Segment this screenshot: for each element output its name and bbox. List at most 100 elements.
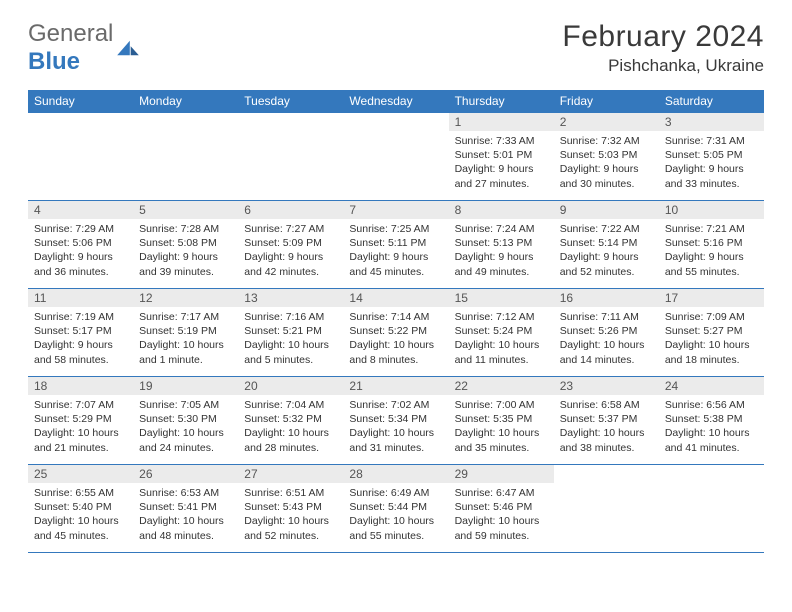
day-number: 29 [449, 465, 554, 483]
day-number: 22 [449, 377, 554, 395]
day-line-day1: Daylight: 9 hours [455, 162, 548, 176]
weekday-header: Tuesday [238, 90, 343, 113]
day-line-sunrise: Sunrise: 7:24 AM [455, 222, 548, 236]
day-number: 15 [449, 289, 554, 307]
day-details: Sunrise: 7:11 AMSunset: 5:26 PMDaylight:… [554, 307, 659, 371]
day-details: Sunrise: 7:07 AMSunset: 5:29 PMDaylight:… [28, 395, 133, 459]
calendar-day-cell [659, 465, 764, 553]
day-line-sunset: Sunset: 5:24 PM [455, 324, 548, 338]
day-line-day2: and 52 minutes. [244, 529, 337, 543]
day-details: Sunrise: 7:24 AMSunset: 5:13 PMDaylight:… [449, 219, 554, 283]
day-details: Sunrise: 6:55 AMSunset: 5:40 PMDaylight:… [28, 483, 133, 547]
day-line-day2: and 14 minutes. [560, 353, 653, 367]
day-line-sunrise: Sunrise: 6:58 AM [560, 398, 653, 412]
calendar-day-cell: 1Sunrise: 7:33 AMSunset: 5:01 PMDaylight… [449, 113, 554, 201]
day-line-sunset: Sunset: 5:26 PM [560, 324, 653, 338]
calendar-week-row: 4Sunrise: 7:29 AMSunset: 5:06 PMDaylight… [28, 201, 764, 289]
logo: General Blue [28, 20, 139, 76]
day-line-sunrise: Sunrise: 7:27 AM [244, 222, 337, 236]
day-line-sunset: Sunset: 5:13 PM [455, 236, 548, 250]
day-details: Sunrise: 6:53 AMSunset: 5:41 PMDaylight:… [133, 483, 238, 547]
day-number: 19 [133, 377, 238, 395]
calendar-week-row: 1Sunrise: 7:33 AMSunset: 5:01 PMDaylight… [28, 113, 764, 201]
day-line-sunrise: Sunrise: 7:28 AM [139, 222, 232, 236]
weekday-header: Sunday [28, 90, 133, 113]
calendar-day-cell: 25Sunrise: 6:55 AMSunset: 5:40 PMDayligh… [28, 465, 133, 553]
calendar-day-cell: 29Sunrise: 6:47 AMSunset: 5:46 PMDayligh… [449, 465, 554, 553]
day-line-day1: Daylight: 10 hours [560, 426, 653, 440]
day-line-sunset: Sunset: 5:22 PM [349, 324, 442, 338]
calendar-day-cell: 4Sunrise: 7:29 AMSunset: 5:06 PMDaylight… [28, 201, 133, 289]
day-number: 12 [133, 289, 238, 307]
day-line-sunset: Sunset: 5:01 PM [455, 148, 548, 162]
day-line-sunrise: Sunrise: 7:33 AM [455, 134, 548, 148]
day-details: Sunrise: 6:51 AMSunset: 5:43 PMDaylight:… [238, 483, 343, 547]
day-number: 24 [659, 377, 764, 395]
day-line-day2: and 38 minutes. [560, 441, 653, 455]
calendar-day-cell [28, 113, 133, 201]
day-number: 21 [343, 377, 448, 395]
day-line-day2: and 36 minutes. [34, 265, 127, 279]
calendar-day-cell: 26Sunrise: 6:53 AMSunset: 5:41 PMDayligh… [133, 465, 238, 553]
day-line-sunrise: Sunrise: 7:17 AM [139, 310, 232, 324]
calendar-day-cell: 15Sunrise: 7:12 AMSunset: 5:24 PMDayligh… [449, 289, 554, 377]
day-line-sunrise: Sunrise: 7:00 AM [455, 398, 548, 412]
day-number: 26 [133, 465, 238, 483]
day-line-day1: Daylight: 10 hours [349, 338, 442, 352]
day-line-sunrise: Sunrise: 7:14 AM [349, 310, 442, 324]
day-line-day2: and 28 minutes. [244, 441, 337, 455]
day-number: 17 [659, 289, 764, 307]
day-line-sunset: Sunset: 5:37 PM [560, 412, 653, 426]
day-line-day1: Daylight: 10 hours [560, 338, 653, 352]
day-line-day2: and 59 minutes. [455, 529, 548, 543]
day-line-sunset: Sunset: 5:29 PM [34, 412, 127, 426]
calendar-day-cell: 28Sunrise: 6:49 AMSunset: 5:44 PMDayligh… [343, 465, 448, 553]
day-number: 11 [28, 289, 133, 307]
calendar-week-row: 25Sunrise: 6:55 AMSunset: 5:40 PMDayligh… [28, 465, 764, 553]
day-line-sunset: Sunset: 5:21 PM [244, 324, 337, 338]
day-line-sunrise: Sunrise: 7:16 AM [244, 310, 337, 324]
calendar-day-cell [554, 465, 659, 553]
day-number: 5 [133, 201, 238, 219]
day-line-day1: Daylight: 10 hours [665, 338, 758, 352]
day-line-sunset: Sunset: 5:06 PM [34, 236, 127, 250]
calendar-day-cell: 23Sunrise: 6:58 AMSunset: 5:37 PMDayligh… [554, 377, 659, 465]
calendar-day-cell: 22Sunrise: 7:00 AMSunset: 5:35 PMDayligh… [449, 377, 554, 465]
day-line-sunrise: Sunrise: 6:56 AM [665, 398, 758, 412]
day-details: Sunrise: 7:02 AMSunset: 5:34 PMDaylight:… [343, 395, 448, 459]
day-line-sunset: Sunset: 5:40 PM [34, 500, 127, 514]
day-line-day2: and 27 minutes. [455, 177, 548, 191]
day-details: Sunrise: 7:22 AMSunset: 5:14 PMDaylight:… [554, 219, 659, 283]
day-line-day1: Daylight: 10 hours [139, 514, 232, 528]
day-line-sunset: Sunset: 5:30 PM [139, 412, 232, 426]
day-line-day2: and 39 minutes. [139, 265, 232, 279]
day-line-sunrise: Sunrise: 7:25 AM [349, 222, 442, 236]
calendar-day-cell: 19Sunrise: 7:05 AMSunset: 5:30 PMDayligh… [133, 377, 238, 465]
day-line-day1: Daylight: 9 hours [34, 250, 127, 264]
calendar-day-cell: 13Sunrise: 7:16 AMSunset: 5:21 PMDayligh… [238, 289, 343, 377]
day-line-sunrise: Sunrise: 6:53 AM [139, 486, 232, 500]
day-line-day2: and 41 minutes. [665, 441, 758, 455]
day-line-day1: Daylight: 9 hours [34, 338, 127, 352]
month-title: February 2024 [562, 20, 764, 54]
day-number: 28 [343, 465, 448, 483]
day-details: Sunrise: 7:17 AMSunset: 5:19 PMDaylight:… [133, 307, 238, 371]
day-number: 4 [28, 201, 133, 219]
day-details: Sunrise: 7:14 AMSunset: 5:22 PMDaylight:… [343, 307, 448, 371]
calendar-day-cell: 2Sunrise: 7:32 AMSunset: 5:03 PMDaylight… [554, 113, 659, 201]
day-line-day1: Daylight: 10 hours [244, 338, 337, 352]
day-details: Sunrise: 7:33 AMSunset: 5:01 PMDaylight:… [449, 131, 554, 195]
calendar-day-cell: 12Sunrise: 7:17 AMSunset: 5:19 PMDayligh… [133, 289, 238, 377]
calendar-day-cell: 18Sunrise: 7:07 AMSunset: 5:29 PMDayligh… [28, 377, 133, 465]
day-number: 9 [554, 201, 659, 219]
day-line-sunrise: Sunrise: 6:51 AM [244, 486, 337, 500]
day-line-sunset: Sunset: 5:17 PM [34, 324, 127, 338]
day-number: 3 [659, 113, 764, 131]
day-details: Sunrise: 7:27 AMSunset: 5:09 PMDaylight:… [238, 219, 343, 283]
day-line-day1: Daylight: 9 hours [560, 250, 653, 264]
day-details: Sunrise: 7:04 AMSunset: 5:32 PMDaylight:… [238, 395, 343, 459]
calendar-day-cell: 6Sunrise: 7:27 AMSunset: 5:09 PMDaylight… [238, 201, 343, 289]
day-line-sunset: Sunset: 5:09 PM [244, 236, 337, 250]
day-line-day2: and 48 minutes. [139, 529, 232, 543]
location: Pishchanka, Ukraine [562, 56, 764, 76]
